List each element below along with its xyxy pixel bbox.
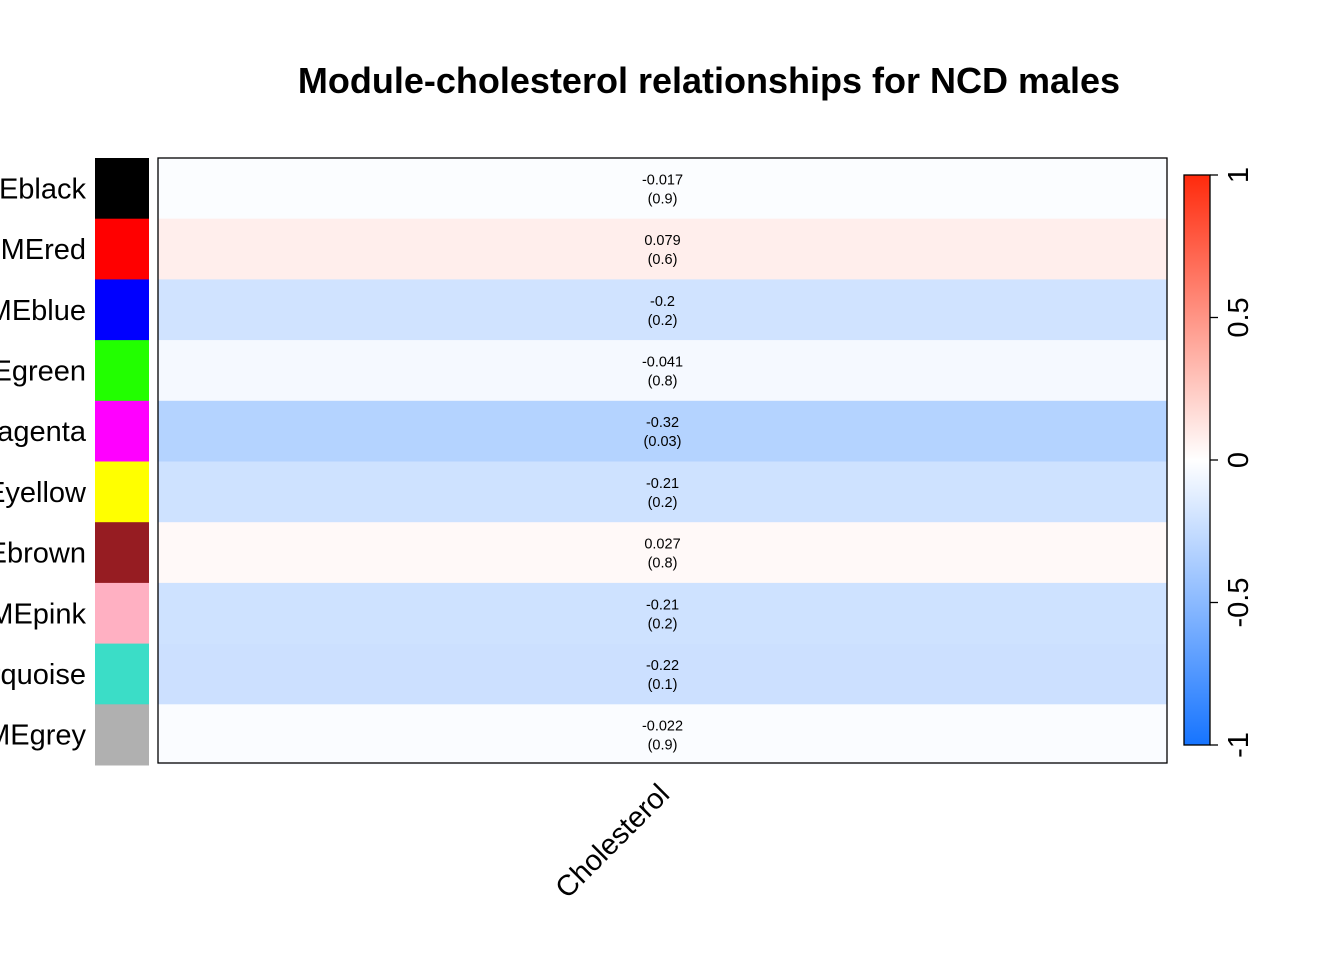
heatmap-cells: -0.017 (0.9) 0.079 (0.6) -0.2 (0.2) -0.041 (0.8… bbox=[158, 158, 1167, 766]
module-swatch-MEblue bbox=[95, 279, 149, 341]
cell-pvalue-label: (0.8) bbox=[648, 373, 678, 389]
row-label: MEgrey bbox=[0, 720, 86, 752]
heatmap-frame bbox=[157, 157, 1168, 764]
row-label: MEpink bbox=[0, 598, 86, 630]
colorbar-tick-label: 0 bbox=[1223, 452, 1255, 468]
heatmap-cell bbox=[158, 279, 1167, 341]
module-swatch-MEblack bbox=[95, 158, 149, 220]
row-label: MEturquoise bbox=[0, 659, 86, 691]
cell-correlation-label: -0.22 bbox=[646, 658, 679, 674]
heatmap-cell bbox=[158, 340, 1167, 402]
module-swatch-MEyellow bbox=[95, 461, 149, 523]
colorbar-tick-label: -1 bbox=[1223, 732, 1255, 758]
cell-pvalue-label: (0.9) bbox=[648, 738, 678, 754]
module-swatch-MEmagenta bbox=[95, 400, 149, 462]
cell-pvalue-label: (0.9) bbox=[648, 191, 678, 207]
cell-correlation-label: -0.022 bbox=[642, 719, 683, 735]
cell-pvalue-label: (0.8) bbox=[648, 556, 678, 572]
row-label: MEbrown bbox=[0, 538, 86, 570]
cell-correlation-label: -0.21 bbox=[646, 476, 679, 492]
cell-pvalue-label: (0.03) bbox=[644, 434, 682, 450]
cell-pvalue-label: (0.1) bbox=[648, 677, 678, 693]
row-label: MEblack bbox=[0, 173, 86, 205]
cell-correlation-label: -0.32 bbox=[646, 415, 679, 431]
row-label: MEyellow bbox=[0, 477, 87, 509]
colorbar-tick-label: 1 bbox=[1223, 167, 1255, 183]
cell-pvalue-label: (0.2) bbox=[648, 616, 678, 632]
cell-correlation-label: -0.21 bbox=[646, 597, 679, 613]
colorbar-tick-label: -0.5 bbox=[1223, 578, 1255, 628]
heatmap-cell bbox=[158, 704, 1167, 766]
heatmap-cell bbox=[158, 218, 1167, 280]
cell-pvalue-label: (0.6) bbox=[648, 252, 678, 268]
row-label: MEmagenta bbox=[0, 416, 87, 448]
chart-title: Module-cholesterol relationships for NCD… bbox=[298, 60, 1120, 101]
cell-pvalue-label: (0.2) bbox=[648, 495, 678, 511]
module-swatch-MEgreen bbox=[95, 340, 149, 402]
cell-correlation-label: 0.027 bbox=[644, 537, 680, 553]
row-label: MEred bbox=[1, 234, 86, 266]
module-swatch-MEred bbox=[95, 218, 149, 280]
cell-correlation-label: -0.2 bbox=[650, 294, 675, 310]
module-swatch-MEbrown bbox=[95, 522, 149, 584]
module-swatch-MEgrey bbox=[95, 704, 149, 766]
row-label: MEblue bbox=[0, 295, 86, 327]
module-swatch-MEturquoise bbox=[95, 643, 149, 705]
heatmap-cell bbox=[158, 158, 1167, 220]
heatmap-cell bbox=[158, 400, 1167, 462]
module-swatch-MEpink bbox=[95, 582, 149, 645]
colorbar-tick-label: 0.5 bbox=[1223, 297, 1255, 337]
cell-correlation-label: -0.041 bbox=[642, 354, 683, 370]
cell-correlation-label: 0.079 bbox=[644, 233, 680, 249]
heatmap-cell bbox=[158, 582, 1167, 645]
cell-correlation-label: -0.017 bbox=[642, 172, 683, 188]
heatmap-cell bbox=[158, 461, 1167, 523]
heatmap-cell bbox=[158, 522, 1167, 584]
colorbar-gradient bbox=[1183, 174, 1211, 746]
heatmap-cell bbox=[158, 643, 1167, 705]
colorbar: -1 -0.5 0 0.5 1 bbox=[1183, 167, 1255, 758]
row-labels: MEblack MEred MEblue MEgreen MEmagenta MEyell… bbox=[0, 173, 87, 751]
row-label: MEgreen bbox=[0, 355, 86, 387]
column-label: Cholesterol bbox=[550, 778, 676, 904]
module-color-bar bbox=[95, 158, 149, 766]
cell-pvalue-label: (0.2) bbox=[648, 313, 678, 329]
